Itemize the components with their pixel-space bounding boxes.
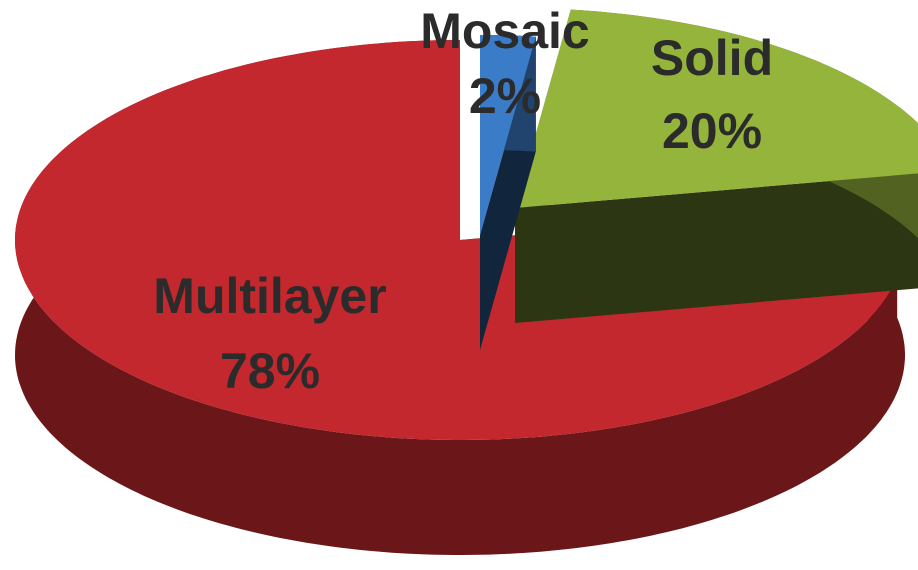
slice-label: Mosaic (420, 3, 590, 59)
slice-side (515, 173, 918, 323)
slice (515, 9, 918, 208)
slice (480, 35, 536, 235)
slice-label: Solid (651, 30, 773, 86)
slice (15, 40, 905, 440)
slice-value-label: 78% (220, 343, 320, 399)
slice-value-label: 2% (469, 68, 541, 124)
slice-label: Multilayer (153, 268, 386, 324)
slice-value-label: 20% (662, 103, 762, 159)
